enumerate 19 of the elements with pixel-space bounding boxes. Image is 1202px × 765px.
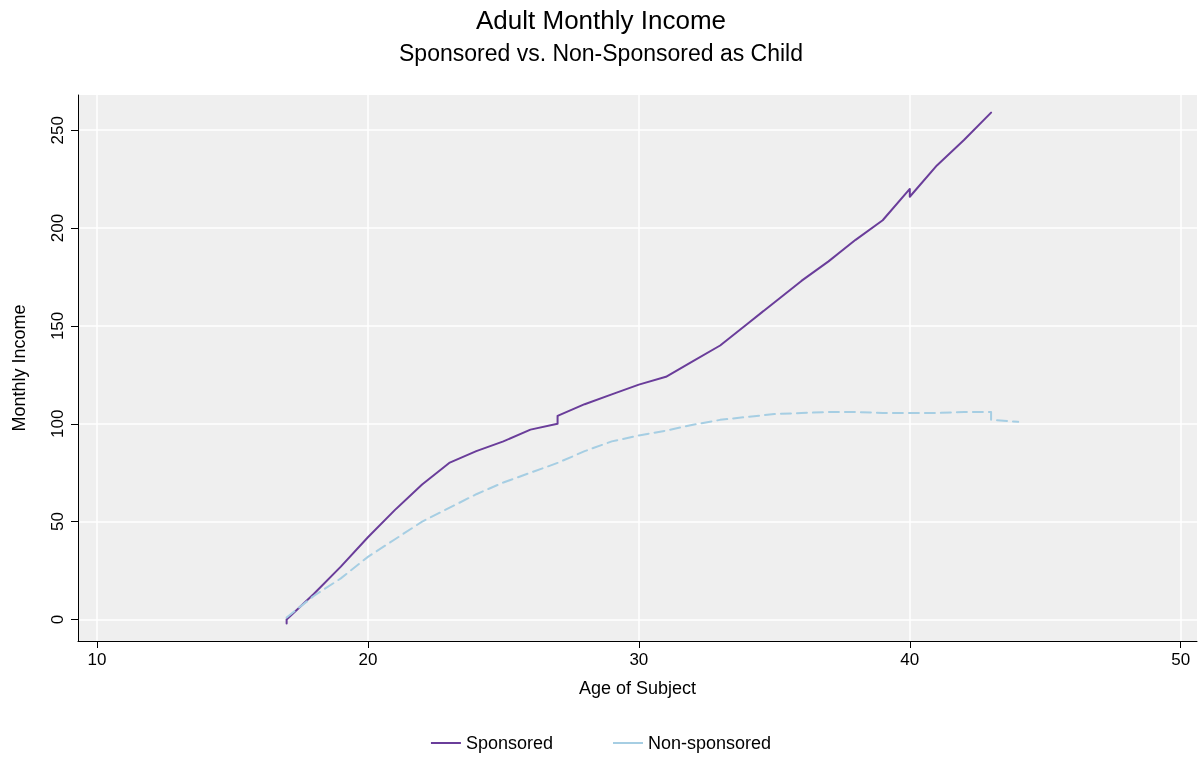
x-tick-label: 40 (900, 650, 920, 669)
y-tick-label: 150 (48, 311, 67, 341)
x-axis-title: Age of Subject (578, 678, 697, 698)
y-axis-title: Monthly Income (9, 304, 29, 432)
x-tick-label: 10 (87, 650, 107, 669)
chart-subtitle: Sponsored vs. Non-Sponsored as Child (398, 39, 804, 66)
y-tick-label: 250 (48, 116, 67, 145)
x-tick-label: 20 (358, 650, 378, 669)
x-tick-label: 50 (1171, 650, 1191, 669)
x-tick-label: 30 (629, 650, 649, 669)
y-tick-label: 0 (48, 614, 67, 625)
line-series (285, 111, 993, 625)
legend-label: Sponsored (465, 733, 554, 753)
legend-label: Non-sponsored (648, 733, 772, 753)
line-series (285, 411, 1020, 619)
chart-title: Adult Monthly Income (475, 5, 727, 35)
y-tick-label: 100 (48, 409, 67, 438)
y-tick-label: 200 (48, 213, 67, 243)
y-tick-label: 50 (48, 512, 67, 532)
